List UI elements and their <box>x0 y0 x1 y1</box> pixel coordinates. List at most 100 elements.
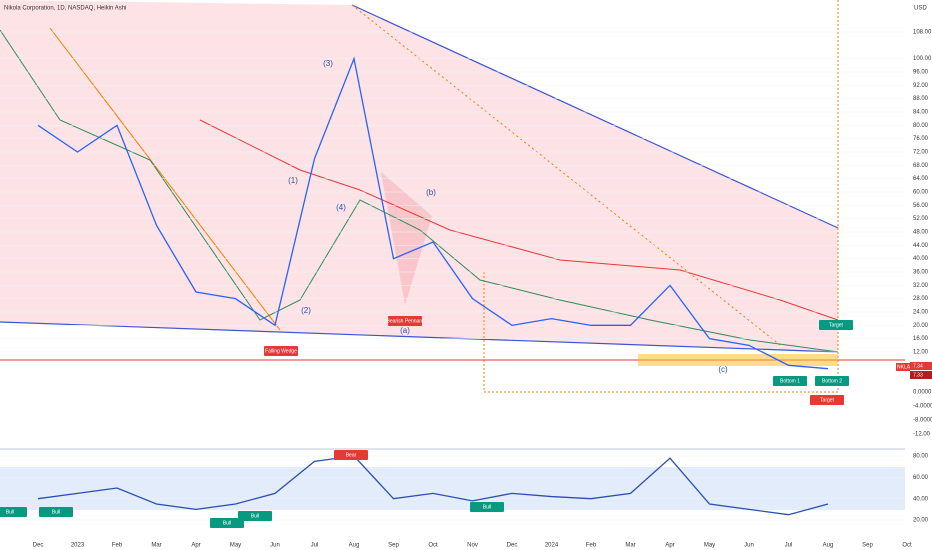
y-tick-label: 32.00 <box>913 283 929 289</box>
annotation: Bull <box>52 509 60 515</box>
annotation: (3) <box>323 59 333 68</box>
y-tick-label: 64.00 <box>913 176 929 182</box>
x-tick-label: Apr <box>665 543 674 549</box>
y-tick-label: 36.00 <box>913 270 929 276</box>
annotation: Target <box>829 322 844 328</box>
y-tick-label: 80.00 <box>913 123 929 129</box>
price-tag <box>910 371 932 379</box>
y-tick-label: 28.00 <box>913 296 929 302</box>
y-tick-label: 96.00 <box>913 70 929 76</box>
y-tick-label: 108.00 <box>913 30 932 36</box>
annotation: Bull <box>6 509 14 515</box>
annotation: (b) <box>426 188 436 197</box>
annotation: Bull <box>483 504 491 510</box>
annotation: Bull <box>251 513 259 519</box>
annotation: (a) <box>400 326 410 335</box>
x-tick-label: Jun <box>744 543 754 549</box>
volume-tick-label: -12.00 <box>913 432 931 438</box>
annotation: (2) <box>301 306 311 315</box>
x-tick-label: Oct <box>428 543 438 549</box>
currency: USD <box>914 6 927 12</box>
y-tick-label: 72.00 <box>913 150 929 156</box>
annotation: Falling Wedge <box>265 348 297 354</box>
x-tick-label: May <box>704 543 715 549</box>
y-tick-label: 52.00 <box>913 216 929 222</box>
annotation: Bear <box>346 452 357 458</box>
x-tick-label: Nov <box>467 543 478 549</box>
label-box <box>470 502 504 512</box>
y-tick-label: 48.00 <box>913 230 929 236</box>
x-tick-label: Apr <box>191 543 200 549</box>
label-box <box>819 320 853 330</box>
last-price: 7.33 <box>913 372 923 378</box>
y-tick-label: 40.00 <box>913 496 929 502</box>
annotation: Bottom 1 <box>780 378 800 384</box>
x-tick-label: Sep <box>862 543 873 549</box>
y-tick-label: 76.00 <box>913 136 929 142</box>
volume-tick-label: -8.0000 <box>913 418 932 424</box>
y-tick-label: 56.00 <box>913 203 929 209</box>
price-line <box>37 455 829 516</box>
y-tick-label: 80.00 <box>913 454 929 460</box>
label-box <box>815 376 849 386</box>
x-tick-label: May <box>230 543 241 549</box>
y-tick-label: 44.00 <box>913 243 929 249</box>
x-tick-label: Aug <box>823 543 834 549</box>
y-tick-label: 84.00 <box>913 110 929 116</box>
title: Nikola Corporation, 1D, NASDAQ, Heikin A… <box>4 6 126 12</box>
x-tick-label: Mar <box>151 543 161 549</box>
x-tick-label: Jul <box>785 543 793 549</box>
annotation: (c) <box>718 365 728 374</box>
x-tick-label: Dec <box>33 543 44 549</box>
label-box <box>334 450 368 460</box>
last-price: 7.34 <box>913 363 923 369</box>
y-tick-label: 92.00 <box>913 83 929 89</box>
label-box <box>39 507 73 517</box>
y-tick-label: 40.00 <box>913 256 929 262</box>
label-box <box>810 395 844 405</box>
x-tick-label: Feb <box>112 543 123 549</box>
y-tick-label: 24.00 <box>913 310 929 316</box>
annotation: (1) <box>288 176 298 185</box>
label-box <box>388 316 422 326</box>
zone <box>638 354 838 366</box>
y-tick-label: 16.00 <box>913 336 929 342</box>
annotation: Bearish Pennant <box>387 318 425 324</box>
moving-average-long <box>199 119 839 321</box>
x-tick-label: Jun <box>270 543 280 549</box>
wedge-lower <box>0 321 839 353</box>
y-tick-label: 60.00 <box>913 190 929 196</box>
label-box <box>210 518 244 528</box>
trend-line <box>49 27 281 331</box>
annotation: (4) <box>336 203 346 212</box>
y-tick-label: 20.00 <box>913 518 929 524</box>
y-tick-label: 100.00 <box>913 56 932 62</box>
x-tick-label: Sep <box>388 543 399 549</box>
rsi-band <box>0 467 905 510</box>
x-tick-label: Aug <box>349 543 360 549</box>
price-tag <box>910 362 932 370</box>
x-tick-label: 2023 <box>71 543 85 549</box>
y-tick-label: 20.00 <box>913 323 929 329</box>
x-tick-label: Oct <box>902 543 912 549</box>
price-axis <box>905 0 932 550</box>
wedge-upper <box>351 4 839 229</box>
annotation: Bottom 2 <box>822 378 842 384</box>
x-tick-label: Jul <box>311 543 319 549</box>
y-tick-label: 60.00 <box>913 475 929 481</box>
y-tick-label: 12.00 <box>913 350 929 356</box>
x-tick-label: Dec <box>507 543 518 549</box>
y-tick-label: 68.00 <box>913 163 929 169</box>
label-box <box>0 507 27 517</box>
moving-average <box>0 29 839 353</box>
price-line <box>37 56 829 370</box>
volume-tick-label: -4.0000 <box>913 404 932 410</box>
symbol: NKLA <box>897 364 911 370</box>
label-box <box>773 376 807 386</box>
trend-line-dotted <box>351 4 781 346</box>
y-tick-label: 88.00 <box>913 96 929 102</box>
wedge-zone <box>0 0 838 352</box>
x-tick-label: 2024 <box>545 543 559 549</box>
symbol-tag <box>896 363 910 371</box>
